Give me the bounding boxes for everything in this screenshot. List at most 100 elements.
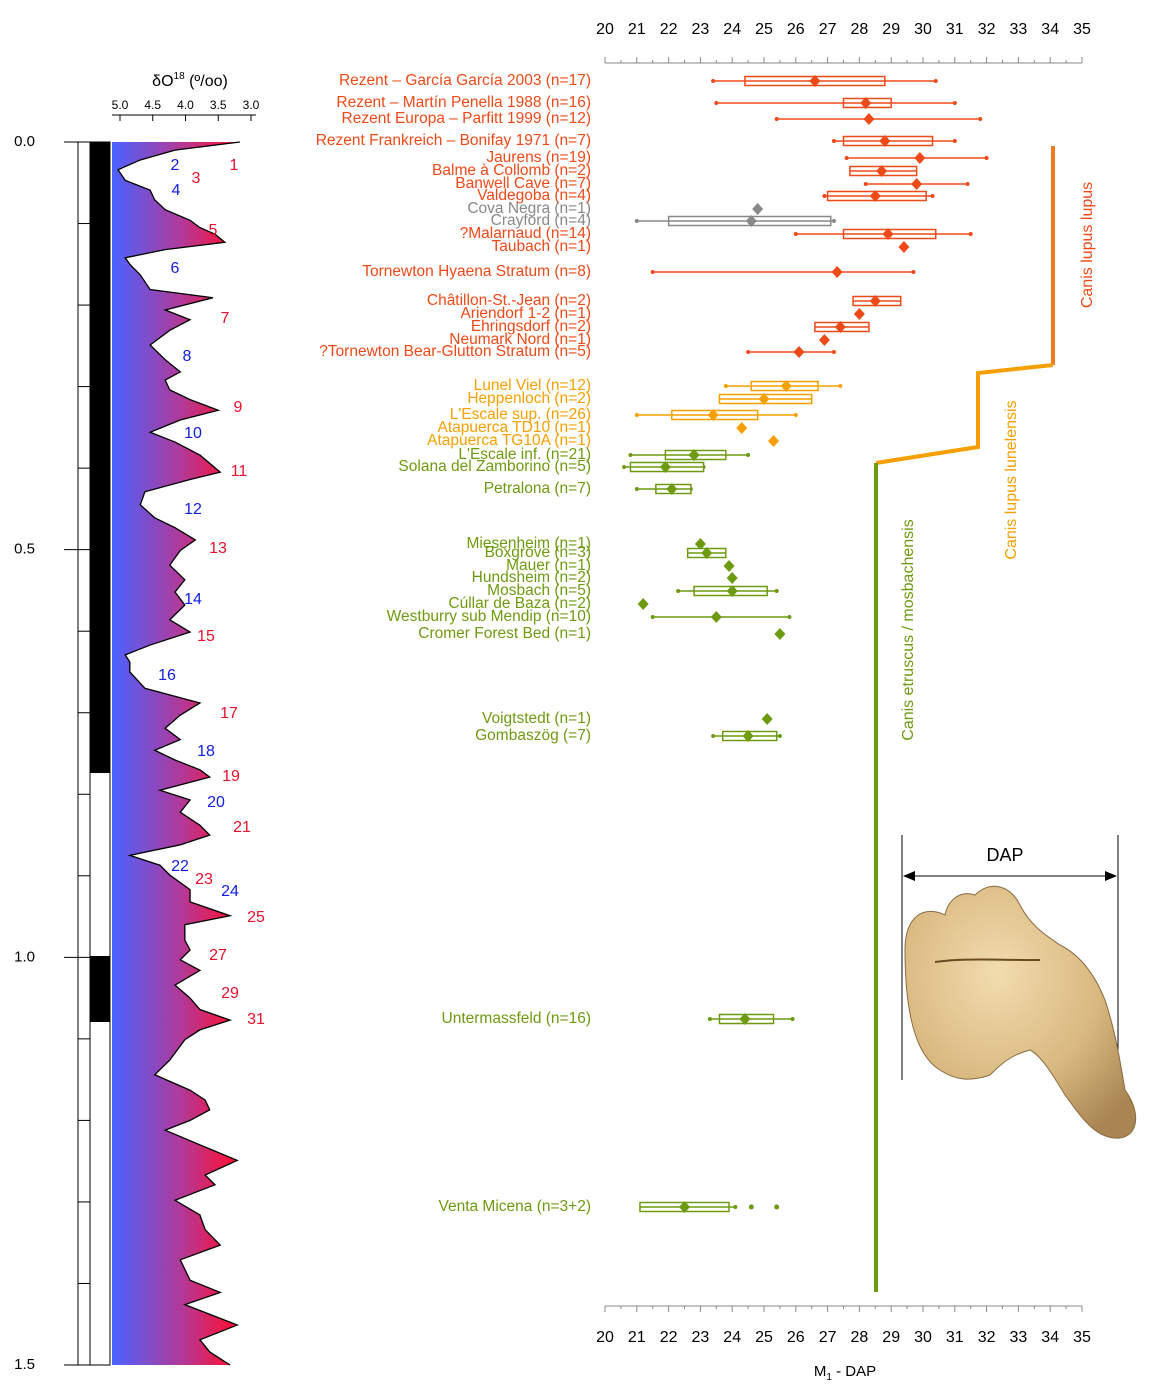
whisker-end — [822, 194, 827, 198]
isotope-stage: 7 — [221, 310, 230, 327]
whisker-end — [838, 384, 843, 388]
row-label: Petralona (n=7) — [484, 480, 591, 497]
mean — [853, 308, 865, 320]
row-label: Rezent – García García 2003 (n=17) — [339, 72, 591, 89]
o18-tick-label: 4.5 — [144, 98, 161, 112]
o18-tick-label: 4.0 — [177, 98, 194, 112]
isotope-stage: 27 — [209, 947, 227, 964]
mean — [659, 461, 671, 473]
mean — [701, 547, 713, 559]
isotope-stage: 23 — [195, 871, 213, 888]
row-label: Jaurens (n=19) — [486, 149, 591, 166]
isotope-stage: 8 — [183, 348, 192, 365]
mean — [694, 538, 706, 550]
mean — [793, 346, 805, 358]
o18-axis-title-part: (º/oo) — [185, 73, 228, 90]
taxon-label: Canis etruscus / mosbachensis — [900, 519, 917, 740]
isotope-stage: 25 — [247, 909, 265, 926]
isotope-stage: 18 — [197, 743, 215, 760]
x-tick-label: 28 — [851, 21, 869, 38]
x-tick-label: 23 — [692, 1329, 710, 1346]
whisker-end — [711, 79, 716, 83]
isotope-stage: 17 — [220, 705, 238, 722]
row-label: Gombaszög (=7) — [475, 727, 591, 744]
row-label: Balme à Collomb (n=2) — [432, 162, 591, 179]
whisker-end — [746, 453, 751, 457]
o18-tick-label: 3.5 — [210, 98, 227, 112]
row-label: Cúllar de Baza (n=2) — [448, 595, 591, 612]
mean — [688, 449, 700, 461]
row-label: ?Tornewton Bear-Glutton Stratum (n=5) — [319, 343, 591, 360]
isotope-stage: 12 — [184, 501, 202, 518]
whisker-end — [634, 219, 639, 223]
mean — [723, 560, 735, 572]
whisker-end — [777, 734, 782, 738]
x-tick-label: 22 — [660, 21, 678, 38]
y-tick-label: 0.0 — [14, 133, 35, 150]
mean — [742, 730, 754, 742]
whisker-end — [774, 589, 779, 593]
x-tick-label: 20 — [596, 1329, 614, 1346]
whisker-end — [952, 139, 957, 143]
x-tick-label: 20 — [596, 21, 614, 38]
row-label: Atapuerca TG10A (n=1) — [427, 432, 591, 449]
row-label: Hundsheim (n=2) — [472, 569, 591, 586]
isotope-stage: 3 — [192, 170, 201, 187]
x-tick-label: 24 — [723, 21, 741, 38]
x-axis-title-part: M — [814, 1363, 827, 1380]
mean — [745, 215, 757, 227]
mean — [869, 190, 881, 202]
polarity-normal — [90, 956, 110, 1022]
isotope-stage: 29 — [221, 985, 239, 1002]
arrow-head — [1105, 871, 1117, 881]
x-tick-label: 35 — [1073, 21, 1091, 38]
whisker-end — [965, 182, 970, 186]
row-label: Voigtstedt (n=1) — [482, 710, 591, 727]
isotope-stage: 2 — [171, 157, 180, 174]
whisker-end — [707, 1017, 712, 1021]
y-tick-label: 1.0 — [14, 948, 35, 965]
whisker-end — [933, 79, 938, 83]
x-tick-label: 22 — [660, 1329, 678, 1346]
isotope-stage: 24 — [221, 883, 239, 900]
x-tick-label: 24 — [723, 1329, 741, 1346]
row-label: Heppenloch (n=2) — [467, 390, 591, 407]
whisker-end — [930, 194, 935, 198]
row-label: Rezent Frankreich – Bonifay 1971 (n=7) — [316, 132, 591, 149]
mean — [860, 97, 872, 109]
x-tick-label: 23 — [692, 21, 710, 38]
isotope-stage: 14 — [184, 591, 202, 608]
isotope-stage: 20 — [207, 794, 225, 811]
tooth — [904, 885, 1137, 1139]
row-label: Neumark Nord (n=1) — [449, 331, 591, 348]
row-label: Boxgrove (n=3) — [485, 544, 591, 561]
x-tick-label: 33 — [1010, 21, 1028, 38]
x-tick-label: 28 — [851, 1329, 869, 1346]
isotope-stage: 6 — [171, 260, 180, 277]
row-label: Cromer Forest Bed (n=1) — [418, 625, 591, 642]
mean — [863, 113, 875, 125]
mean — [768, 435, 780, 447]
mean — [666, 483, 678, 495]
mean — [898, 241, 910, 253]
inset-label: DAP — [986, 845, 1023, 865]
isotope-stage: 15 — [197, 628, 215, 645]
x-tick-label: 30 — [914, 21, 932, 38]
o18-curve — [117, 141, 240, 1366]
row-label: Mauer (n=1) — [506, 557, 591, 574]
mean — [637, 598, 649, 610]
row-label: Cova Negra (n=1) — [467, 200, 591, 217]
o18-axis-title-part: δO — [152, 73, 173, 90]
whisker-end — [968, 232, 973, 236]
x-axis-title-part: 1 — [826, 1372, 832, 1383]
whisker-end — [831, 219, 836, 223]
mean — [707, 409, 719, 421]
taxon-label: Canis lupus lunelensis — [1003, 400, 1020, 559]
whisker-end — [911, 270, 916, 274]
row-label: Westburry sub Mendip (n=10) — [387, 608, 591, 625]
mean — [882, 228, 894, 240]
isotope-stage: 11 — [231, 463, 248, 480]
isotope-stage: 19 — [222, 768, 240, 785]
taxon-label: Canis lupus lupus — [1079, 182, 1096, 308]
